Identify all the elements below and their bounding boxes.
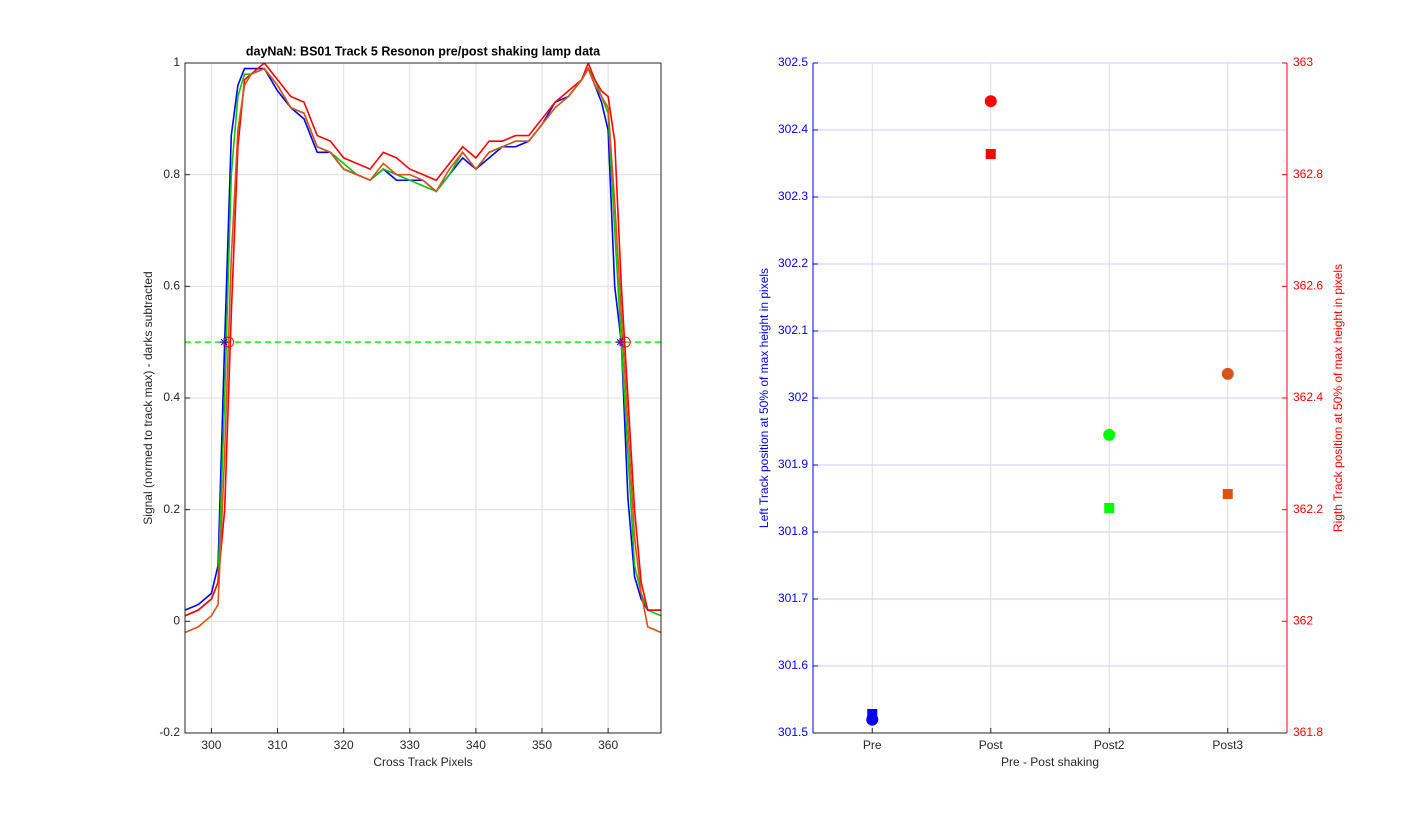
y2-tick-label: 362 <box>1293 614 1313 628</box>
x-tick-label: Post <box>979 738 1004 752</box>
x-tick-label: 330 <box>400 738 420 752</box>
y-tick-label: 302.1 <box>778 323 808 337</box>
y-tick-label: 0.8 <box>163 167 180 181</box>
y-axis-label: Signal (normed to track max) - darks sub… <box>141 271 155 524</box>
point <box>1103 428 1116 441</box>
y2-tick-label: 363 <box>1293 55 1313 69</box>
y-tick-label: 0.2 <box>163 502 180 516</box>
data-line <box>185 63 661 617</box>
y-tick-label: 301.8 <box>778 524 808 538</box>
x-tick-label: Pre <box>863 738 882 752</box>
x-tick-label: 310 <box>268 738 288 752</box>
x-tick-label: 360 <box>598 738 618 752</box>
y2-tick-label: 361.8 <box>1293 725 1323 739</box>
x-axis-label: Pre - Post shaking <box>1001 755 1099 769</box>
y-axis-label: Left Track position at 50% of max height… <box>757 268 771 528</box>
x-tick-label: 320 <box>334 738 354 752</box>
y-tick-label: 301.9 <box>778 457 808 471</box>
point <box>1222 489 1233 500</box>
x-tick-label: 300 <box>201 738 221 752</box>
x-tick-label: 350 <box>532 738 552 752</box>
data-line <box>185 66 661 634</box>
chart-title: dayNaN: BS01 Track 5 Resonon pre/post sh… <box>246 44 601 58</box>
marker <box>619 336 631 348</box>
point <box>984 95 997 108</box>
y2-tick-label: 362.6 <box>1293 279 1323 293</box>
point <box>985 149 996 160</box>
point <box>867 709 878 720</box>
y2-axis-label: Rigth Track position at 50% of max heigh… <box>1331 264 1345 532</box>
y-tick-label: 301.7 <box>778 591 808 605</box>
marker <box>223 336 235 348</box>
y-tick-label: 302.2 <box>778 256 808 270</box>
y-tick-label: 301.5 <box>778 725 808 739</box>
y2-tick-label: 362.4 <box>1293 390 1323 404</box>
y2-tick-label: 362.2 <box>1293 502 1323 516</box>
y-tick-label: 0.6 <box>163 279 180 293</box>
x-axis-label: Cross Track Pixels <box>373 755 472 769</box>
x-tick-label: 340 <box>466 738 486 752</box>
y-tick-label: 302.3 <box>778 189 808 203</box>
y-tick-label: 302.5 <box>778 55 808 69</box>
y-tick-label: 302 <box>788 390 808 404</box>
y-tick-label: 301.6 <box>778 658 808 672</box>
axes-box <box>184 62 662 734</box>
point <box>1221 367 1234 380</box>
plot-area <box>185 63 661 634</box>
point <box>1104 502 1115 513</box>
x-tick-label: Post3 <box>1212 738 1243 752</box>
y-tick-label: 1 <box>173 55 180 69</box>
y2-tick-label: 362.8 <box>1293 167 1323 181</box>
y-tick-label: 0 <box>173 614 180 628</box>
x-tick-label: Post2 <box>1094 738 1125 752</box>
y-tick-label: 0.4 <box>163 390 180 404</box>
y-tick-label: -0.2 <box>159 725 180 739</box>
y-tick-label: 302.4 <box>778 122 808 136</box>
